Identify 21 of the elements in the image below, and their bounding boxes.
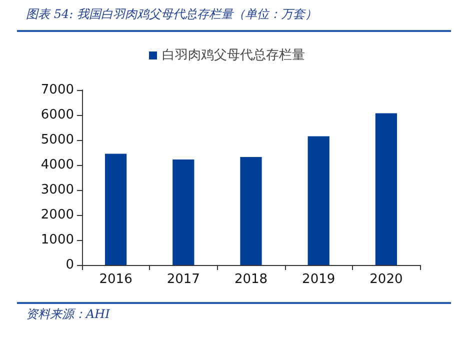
y-tick-label: 1000 [40,232,74,248]
x-tick-label: 2018 [234,272,268,287]
bar [308,136,330,265]
y-tick-label: 5000 [40,132,74,148]
text: 资料来源：AHI [26,306,110,323]
y-tick-label: 2000 [40,208,74,222]
y-tick-label: 6000 [40,108,74,122]
bar [104,154,127,265]
bar [240,157,262,265]
x-tick-label: 2016 [99,272,132,287]
legend-label: 白羽肉鸡父母代总存栏量 [162,48,305,63]
y-tick-label: 4000 [40,158,74,172]
x-tick-label: 2019 [302,272,336,287]
x-tick-label: 2017 [166,272,200,287]
y-tick-label: 0 [66,258,74,272]
y-tick-label: 3000 [40,182,74,198]
bar [375,113,398,265]
x-tick-label: 2020 [370,272,403,287]
bar [172,160,194,265]
chart-title: 图表 54: 我国白羽肉鸡父母代总存栏量（单位：万套） [26,6,317,23]
y-tick-label: 7000 [40,82,74,98]
